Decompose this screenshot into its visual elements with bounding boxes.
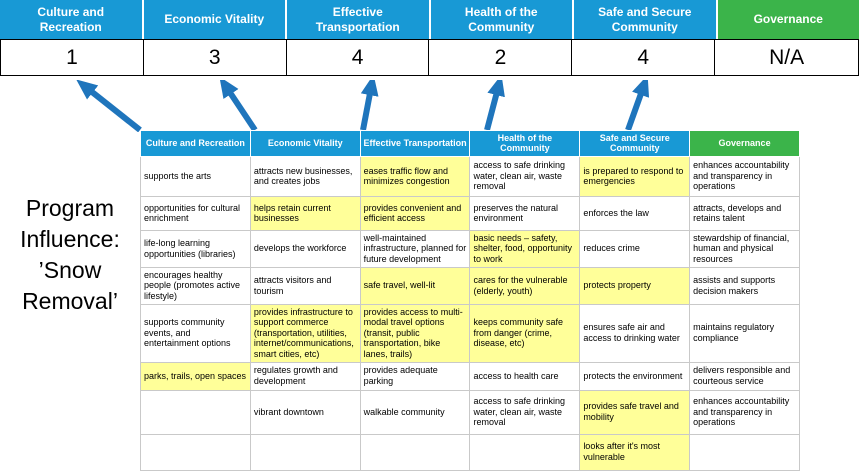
matrix-cell: vibrant downtown	[250, 390, 360, 434]
pillar-score-2: 4	[287, 40, 430, 75]
matrix-header-0: Culture and Recreation	[141, 131, 251, 157]
matrix-cell: reduces crime	[580, 230, 690, 267]
matrix-cell: life-long learning opportunities (librar…	[141, 230, 251, 267]
matrix-cell: provides convenient and efficient access	[360, 196, 470, 230]
matrix-cell: access to safe drinking water, clean air…	[470, 390, 580, 434]
matrix-cell: provides infrastructure to support comme…	[250, 304, 360, 362]
matrix-cell: keeps community safe from danger (crime,…	[470, 304, 580, 362]
matrix-row-2: life-long learning opportunities (librar…	[141, 230, 800, 267]
matrix-cell: cares for the vulnerable (elderly, youth…	[470, 267, 580, 304]
pillar-score-3: 2	[429, 40, 572, 75]
matrix-cell: is prepared to respond to emergencies	[580, 156, 690, 196]
influence-arrows	[55, 80, 675, 132]
matrix-cell: parks, trails, open spaces	[141, 362, 251, 390]
matrix-cell: helps retain current businesses	[250, 196, 360, 230]
matrix-cell: maintains regulatory compliance	[690, 304, 800, 362]
matrix-cell: delivers responsible and courteous servi…	[690, 362, 800, 390]
matrix-cell: walkable community	[360, 390, 470, 434]
matrix-cell: access to health care	[470, 362, 580, 390]
matrix-cell: basic needs – safety, shelter, food, opp…	[470, 230, 580, 267]
arrow-transportation	[363, 88, 371, 130]
matrix-cell	[141, 390, 251, 434]
matrix-header-3: Health of the Community	[470, 131, 580, 157]
matrix-header-4: Safe and Secure Community	[580, 131, 690, 157]
matrix-cell: protects property	[580, 267, 690, 304]
matrix-cell: opportunities for cultural enrichment	[141, 196, 251, 230]
matrix-cell: stewardship of financial, human and phys…	[690, 230, 800, 267]
matrix-cell: safe travel, well-lit	[360, 267, 470, 304]
arrow-safe	[628, 88, 643, 130]
matrix-header-1: Economic Vitality	[250, 131, 360, 157]
matrix-cell: develops the workforce	[250, 230, 360, 267]
matrix-header-5: Governance	[690, 131, 800, 157]
matrix-cell: enhances accountability and transparency…	[690, 156, 800, 196]
pillar-score-5: N/A	[715, 40, 858, 75]
pillar-score-4: 4	[572, 40, 715, 75]
matrix-cell: encourages healthy people (promotes acti…	[141, 267, 251, 304]
matrix-cell: ensures safe air and access to drinking …	[580, 304, 690, 362]
matrix-cell: attracts, develops and retains talent	[690, 196, 800, 230]
pillar-header-5: Governance	[718, 0, 859, 39]
arrow-economic	[227, 88, 255, 130]
pillar-header-4: Safe and Secure Community	[574, 0, 716, 39]
matrix-row-4: supports community events, and entertain…	[141, 304, 800, 362]
matrix-cell: enforces the law	[580, 196, 690, 230]
matrix-cell: regulates growth and development	[250, 362, 360, 390]
matrix-cell: access to safe drinking water, clean air…	[470, 156, 580, 196]
matrix-cell: provides safe travel and mobility	[580, 390, 690, 434]
pillar-header-2: Effective Transportation	[287, 0, 429, 39]
pillar-header-1: Economic Vitality	[144, 0, 286, 39]
matrix-cell: attracts visitors and tourism	[250, 267, 360, 304]
matrix-cell: attracts new businesses, and creates job…	[250, 156, 360, 196]
matrix-row-3: encourages healthy people (promotes acti…	[141, 267, 800, 304]
matrix-cell: supports the arts	[141, 156, 251, 196]
matrix-cell: eases traffic flow and minimizes congest…	[360, 156, 470, 196]
pillar-header-3: Health of the Community	[431, 0, 573, 39]
arrow-health	[487, 88, 498, 130]
matrix-cell: preserves the natural environment	[470, 196, 580, 230]
pillar-header-0: Culture and Recreation	[0, 0, 142, 39]
matrix-cell: well-maintained infrastructure, planned …	[360, 230, 470, 267]
program-title: Program Influence: ’Snow Removal’	[2, 193, 138, 317]
matrix-cell: supports community events, and entertain…	[141, 304, 251, 362]
matrix-cell: protects the environment	[580, 362, 690, 390]
arrow-culture	[87, 88, 140, 130]
matrix-cell: assists and supports decision makers	[690, 267, 800, 304]
pillar-score-0: 1	[1, 40, 144, 75]
pillar-score-1: 3	[144, 40, 287, 75]
matrix-header-2: Effective Transportation	[360, 131, 470, 157]
matrix-cell: provides access to multi-modal travel op…	[360, 304, 470, 362]
matrix-cell: provides adequate parking	[360, 362, 470, 390]
matrix-cell: enhances accountability and transparency…	[690, 390, 800, 434]
